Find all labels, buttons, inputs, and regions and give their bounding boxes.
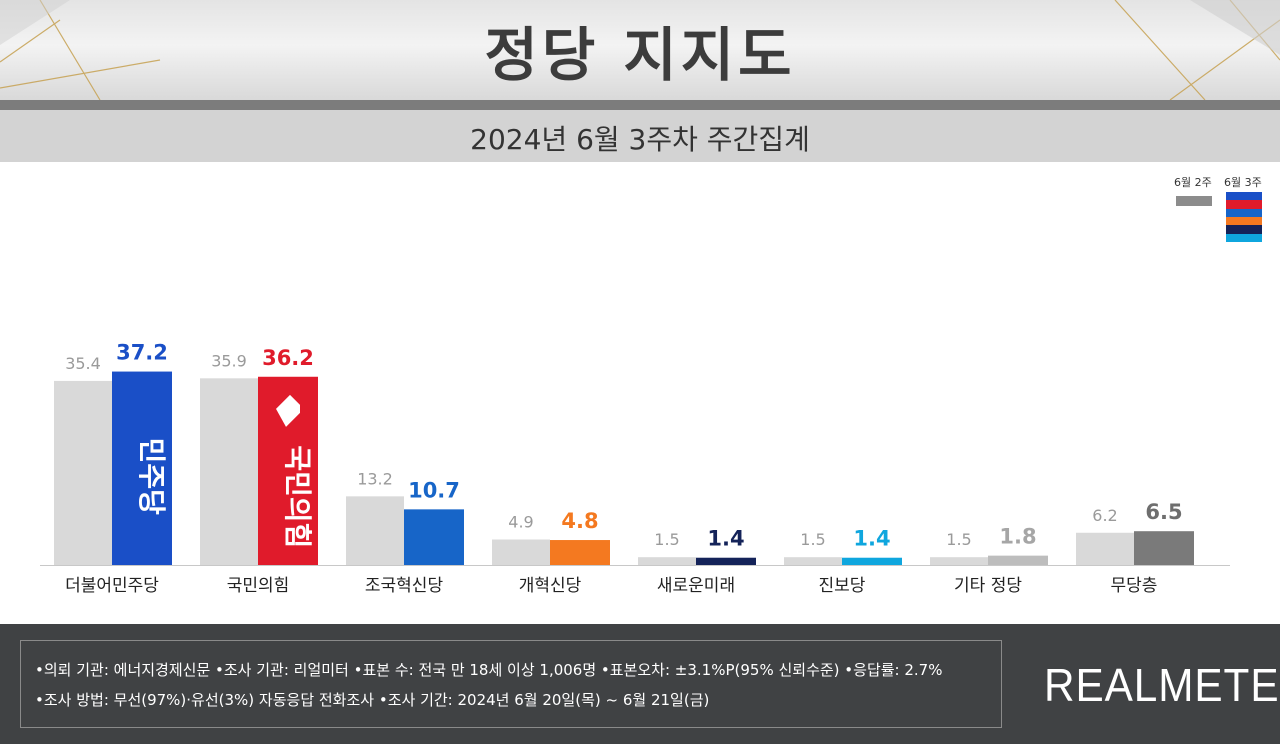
bar-curr-3 [550, 540, 610, 565]
footer: •의뢰 기관: 에너지경제신문 •조사 기관: 리얼미터 •표본 수: 전국 만… [0, 624, 1280, 744]
data-label-prev-4: 1.5 [654, 530, 679, 549]
data-label-curr-1: 36.2 [262, 346, 314, 370]
party-logo-text-0: 민주당 [135, 438, 168, 516]
data-label-curr-7: 6.5 [1145, 500, 1182, 524]
bar-curr-5 [842, 557, 902, 565]
data-label-curr-0: 37.2 [116, 341, 168, 365]
data-label-curr-2: 10.7 [408, 478, 460, 502]
header-banner: 정당 지지도 [0, 0, 1280, 100]
bar-prev-6 [930, 557, 988, 565]
category-label-5: 진보당 [819, 576, 866, 596]
page-subtitle: 2024년 6월 3주차 주간집계 [470, 123, 810, 156]
header-rule [0, 100, 1280, 110]
legend-curr-swatch [1226, 192, 1262, 242]
bar-prev-5 [784, 557, 842, 565]
legend-curr-stripe [1226, 233, 1262, 242]
bar-curr-4 [696, 557, 756, 565]
bar-prev-4 [638, 557, 696, 565]
data-label-curr-6: 1.8 [999, 525, 1036, 549]
survey-info-box: •의뢰 기관: 에너지경제신문 •조사 기관: 리얼미터 •표본 수: 전국 만… [20, 640, 1002, 728]
data-label-curr-3: 4.8 [561, 509, 598, 533]
bar-chart: 35.4 37.2 더불어민주당 민주당 35.9 36.2 국민의힘 국민의힘 13.2 10.… [0, 162, 1280, 624]
header-decoration [0, 0, 1280, 100]
category-label-4: 새로운미래 [657, 576, 735, 596]
bar-prev-1 [200, 378, 258, 565]
bar-curr-7 [1134, 531, 1194, 565]
data-label-prev-7: 6.2 [1092, 506, 1117, 525]
category-label-2: 조국혁신당 [365, 576, 444, 596]
survey-info-line-1: •의뢰 기관: 에너지경제신문 •조사 기관: 리얼미터 •표본 수: 전국 만… [35, 661, 943, 679]
category-label-1: 국민의힘 [227, 576, 290, 596]
subtitle-bar: 2024년 6월 3주차 주간집계 [0, 110, 1280, 162]
bar-prev-0 [54, 380, 112, 565]
legend-curr-stripe [1226, 200, 1262, 209]
bar-curr-2 [404, 509, 464, 565]
category-label-6: 기타 정당 [954, 576, 1022, 596]
legend-prev-label: 6월 2주 [1174, 176, 1212, 189]
category-label-0: 더불어민주당 [65, 576, 159, 596]
legend-prev-swatch [1176, 196, 1212, 206]
legend-curr-stripe [1226, 225, 1262, 234]
legend-curr-stripe [1226, 208, 1262, 217]
category-label-3: 개혁신당 [519, 576, 582, 596]
category-label-7: 무당층 [1111, 576, 1158, 596]
legend-curr-label: 6월 3주 [1224, 176, 1262, 189]
bar-curr-6 [988, 555, 1048, 565]
legend-curr-stripe [1226, 192, 1262, 201]
legend-curr-stripe [1226, 217, 1262, 226]
data-label-prev-5: 1.5 [800, 530, 825, 549]
survey-info-line-2: •조사 방법: 무선(97%)·유선(3%) 자동응답 전화조사 •조사 기간:… [35, 691, 710, 709]
bar-prev-7 [1076, 532, 1134, 565]
ppp-emblem-icon [276, 394, 300, 427]
data-label-prev-1: 35.9 [211, 351, 247, 370]
realmeter-logo: REALMETER [1044, 659, 1280, 711]
data-label-prev-3: 4.9 [508, 513, 533, 532]
party-logo-text-1: 국민의힘 [281, 445, 314, 548]
data-label-curr-4: 1.4 [707, 527, 744, 551]
bar-prev-3 [492, 539, 550, 565]
data-label-prev-6: 1.5 [946, 530, 971, 549]
data-label-prev-2: 13.2 [357, 469, 393, 488]
page-title: 정당 지지도 [484, 21, 796, 89]
data-label-prev-0: 35.4 [65, 354, 101, 373]
data-label-curr-5: 1.4 [853, 527, 890, 551]
bar-curr-0 [112, 371, 172, 565]
bar-prev-2 [346, 496, 404, 565]
